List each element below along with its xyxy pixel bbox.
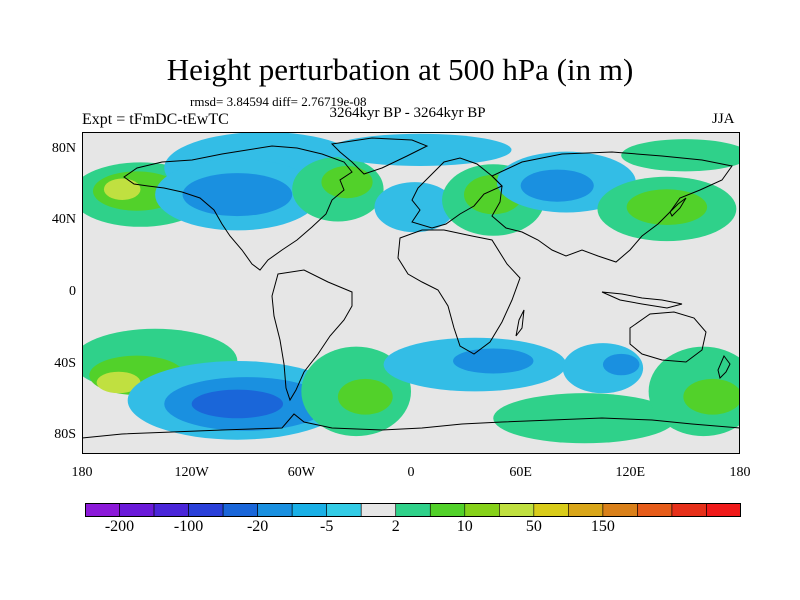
colorbar-box [429,503,466,517]
lon-tick-label: 60W [287,465,315,480]
colorbar-box [188,503,224,517]
anomaly-region [683,378,740,415]
anomaly-region [103,178,141,200]
colorbar-tick-label: 2 [391,518,400,535]
anomaly-region [453,348,534,374]
anomaly-region [337,378,393,415]
colorbar-tick-label: -200 [104,518,135,535]
anomaly-region [621,139,740,172]
coastline-greenland [330,137,429,175]
colorbar-box [706,503,741,517]
colorbar-box [222,503,258,517]
colorbar-box [153,503,189,517]
lat-tick-label: 80S [54,427,76,443]
colorbar-box [637,503,673,517]
coastline-asia [491,151,733,263]
coastline-south-america [271,269,353,402]
anomaly-map [82,132,740,454]
anomaly-region [520,169,594,202]
colorbar-tick-label: 50 [525,518,542,535]
colorbar-box [291,503,327,517]
lat-tick-label: 80N [51,140,76,156]
colorbar-box [499,503,535,517]
colorbar-box [568,503,604,517]
season-label: JJA [712,111,735,127]
colorbar-tick-label: -5 [320,518,334,535]
lon-tick-label: 120E [615,465,646,480]
coastline-antarctica [82,413,740,439]
colorbar-box [360,503,397,517]
coastline-madagascar [515,309,525,337]
colorbar-box [602,503,638,517]
colorbar-box [464,503,500,517]
coastline-indonesia [601,291,683,309]
lat-tick-label: 0 [69,284,76,299]
colorbar-box [85,503,120,517]
anomaly-region [96,371,141,394]
coastline-europe [411,157,503,229]
colorbar-box [533,503,569,517]
anomaly-region [321,165,373,199]
colorbar-box [326,503,362,517]
colorbar-box [671,503,707,517]
colorbar-box [119,503,155,517]
coastline-australia [629,311,707,363]
lon-tick-label: 180 [729,465,751,480]
lat-tick-label: 40N [51,212,76,228]
map-title: Height perturbation at 500 hPa (in m) [166,52,634,87]
coastlines [82,137,740,439]
anomaly-fields [82,132,740,444]
coastline-new-zealand [717,355,731,379]
anomaly-region [182,173,293,217]
coastline-africa [397,229,521,355]
coastline-japan [669,197,687,217]
lon-tick-label: 120W [174,465,209,480]
stats-label: rmsd= 3.84594 diff= 2.76719e-08 [190,94,367,109]
coastline-north-america [123,145,353,271]
map-frame [82,132,740,454]
lon-tick-label: 60E [509,465,532,480]
colorbar-box [395,503,431,517]
lat-tick-label: 40S [54,355,76,371]
lon-tick-label: 0 [407,465,415,480]
colorbar-box [257,503,293,517]
period-label: 3264kyr BP - 3264kyr BP [329,105,486,121]
colorbar-tick-label: 10 [456,518,473,535]
experiment-label: Expt = tFmDC-tEwTC [82,111,229,128]
anomaly-region [626,189,708,226]
colorbar-tick-label: -20 [246,518,269,535]
anomaly-region [191,389,284,419]
colorbar-tick-label: 150 [590,518,615,535]
anomaly-region [374,182,455,233]
lon-tick-label: 180 [71,465,93,480]
colorbar-tick-label: -100 [173,518,204,535]
anomaly-region [602,353,640,376]
colorbar [85,503,741,517]
